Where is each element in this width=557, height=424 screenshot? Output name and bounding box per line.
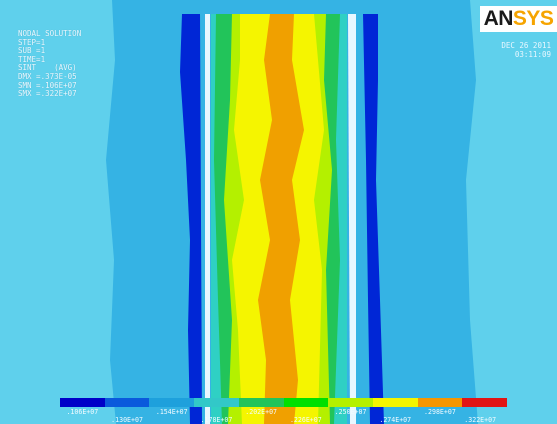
- info-smx: SMX =.322E+07: [18, 89, 77, 99]
- contour-band-orange: [258, 14, 304, 424]
- contour-band-white-right: [348, 14, 356, 424]
- contour-band-light-left: [0, 0, 116, 424]
- legend-swatch: [283, 398, 329, 407]
- legend-swatch: [372, 398, 418, 407]
- legend-label: .322E+07: [464, 416, 497, 424]
- timestamp: DEC 26 2011 03:11:09: [501, 41, 551, 59]
- date-text: DEC 26 2011: [501, 41, 551, 50]
- time-text: 03:11:09: [514, 50, 551, 59]
- legend-swatch: [149, 398, 195, 407]
- legend-swatch: [238, 398, 284, 407]
- legend-swatch: [194, 398, 239, 407]
- info-title: NODAL SOLUTION: [18, 29, 82, 38]
- solution-info-panel: NODAL SOLUTION STEP=1 SUB =1 TIME=1 SINT…: [18, 29, 82, 99]
- legend-label: .226E+07: [289, 416, 322, 424]
- legend-label: .106E+07: [66, 408, 99, 416]
- info-smn: SMN =.106E+07: [18, 80, 77, 90]
- legend-label: .154E+07: [155, 408, 188, 416]
- contour-band-white-left: [205, 14, 210, 424]
- ansys-logo: AN SYS: [480, 6, 557, 32]
- legend-label: .274E+07: [379, 416, 412, 424]
- contour-legend: .106E+07 .154E+07 .202E+07 .250E+07 .298…: [60, 398, 508, 424]
- logo-text-an: AN: [483, 7, 514, 30]
- legend-color-bar: [60, 398, 508, 407]
- info-step: STEP=1: [18, 37, 46, 47]
- info-dmx: DMX =.373E-05: [18, 71, 77, 81]
- contour-band-blue-left: [180, 14, 202, 424]
- legend-label: .202E+07: [245, 408, 278, 416]
- info-time: TIME=1: [18, 54, 46, 64]
- legend-swatch: [417, 398, 463, 407]
- legend-label: .250E+07: [334, 408, 367, 416]
- legend-swatch: [328, 398, 373, 407]
- legend-label: .130E+07: [111, 416, 143, 424]
- info-result-type: SINT (AVG): [18, 63, 77, 73]
- logo-text-sys: SYS: [512, 7, 554, 30]
- legend-swatch: [462, 398, 508, 407]
- contour-band-light-right: [466, 0, 557, 424]
- legend-swatch: [104, 398, 150, 407]
- contour-band-blue-right: [363, 14, 384, 424]
- info-sub: SUB =1: [18, 46, 46, 56]
- legend-swatch: [60, 398, 105, 407]
- legend-label: .178E+07: [200, 416, 233, 424]
- legend-label: .298E+07: [424, 408, 456, 416]
